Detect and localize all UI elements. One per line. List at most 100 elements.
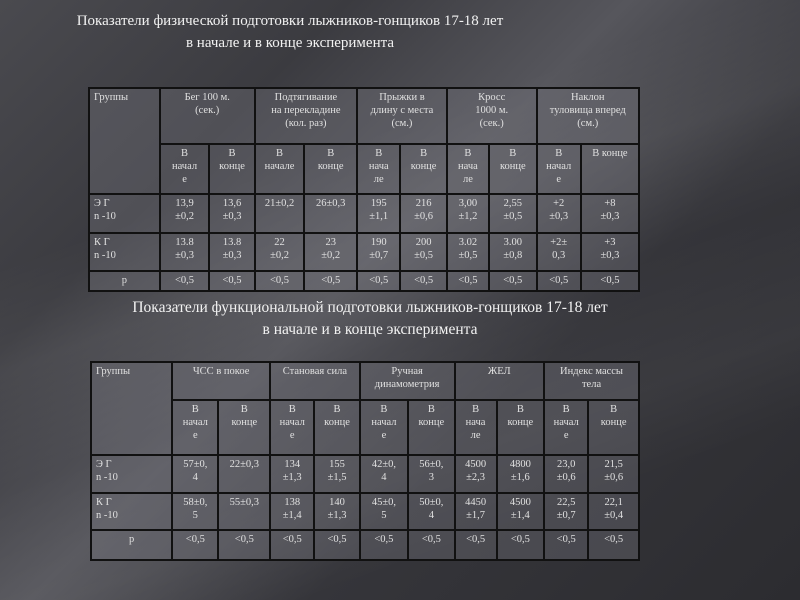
table-cell: <0,5 [399,270,448,292]
subheader: В начал е [158,143,211,195]
groups-header: Группы [89,361,174,456]
table-cell: 57±0, 4 [171,454,220,494]
table-row: Э Г n -10 57±0, 4 22±0,3 134 ±1,3 155 ±1,5 42… [89,454,640,494]
table-cell: 190 ±0,7 [356,232,402,272]
table-cell: 216 ±0,6 [399,193,448,234]
table-cell: <0,5 [253,270,306,292]
table-cell: 42±0, 4 [358,454,410,494]
subheader: В начал е [269,399,316,456]
table-cell: <0,5 [313,529,361,561]
subheader: В нача ле [356,143,402,195]
column-header: Прыжки в длину с места (см.) [356,87,448,145]
table-cell: <0,5 [269,529,316,561]
column-header: ЖЕЛ [453,361,546,401]
table-cell: 3.00 ±0,8 [488,232,538,272]
table-cell: <0,5 [453,529,498,561]
groups-header: Группы [88,87,161,195]
subheader: В нача ле [445,143,491,195]
table-cell: 21±0,2 [253,193,306,234]
column-header: Бег 100 м. (сек.) [158,87,256,145]
table-cell: 140 ±1,3 [313,492,361,531]
table-row: К Г n -10 58±0, 5 55±0,3 138 ±1,4 140 ±1,3 45… [89,492,640,531]
table-row: p <0,5 <0,5 <0,5 <0,5 <0,5 <0,5 <0,5 <0,5 <0,5 <0,… [89,529,640,561]
table-row: p <0,5 <0,5 <0,5 <0,5 <0,5 <0,5 <0,5 <0,5 <0,5 <0,… [88,270,641,292]
subheader: В начал е [358,399,410,456]
table-cell: <0,5 [217,529,272,561]
table-cell: <0,5 [208,270,256,292]
table-cell: 13.8 ±0,3 [158,232,211,272]
table-cell: 45±0, 5 [358,492,410,531]
table-cell: 56±0, 3 [407,454,456,494]
table-cell: 22,1 ±0,4 [587,492,640,531]
table-cell: 2,55 ±0,5 [488,193,538,234]
subheader: В нача ле [453,399,498,456]
table-cell: 200 ±0,5 [399,232,448,272]
table2-title: Показатели функциональной подготовки лыж… [132,299,608,338]
table1-title: Показатели физической подготовки лыжнико… [76,13,504,51]
subheader: В начал е [535,143,582,195]
table-cell: <0,5 [171,529,220,561]
table-cell: <0,5 [579,270,641,292]
table-cell: 155 ±1,5 [313,454,361,494]
table-cell: <0,5 [407,529,456,561]
table-cell: <0,5 [495,529,546,561]
table-cell: 22±0,3 [217,454,272,494]
physical-fitness-table: Группы Бег 100 м. (сек.) Подтягивание на п… [88,87,641,292]
table-cell: 58±0, 5 [171,492,220,531]
table-cell: 22,5 ±0,7 [543,492,590,531]
subheader: В конце [208,143,256,195]
table-cell: 22 ±0,2 [253,232,306,272]
table-cell: 23 ±0,2 [303,232,359,272]
table-cell: <0,5 [488,270,538,292]
table-row: К Г n -10 13.8 ±0,3 13.8 ±0,3 22 ±0,2 23 ±0,… [88,232,641,272]
table-cell: +2± 0,3 [535,232,582,272]
column-header: Наклон туловища вперед (см.) [535,87,641,145]
header-row: Группы Бег 100 м. (сек.) Подтягивание на п… [88,87,641,195]
column-header: Становая сила [269,361,361,401]
subheader: В конце [579,143,641,195]
table-cell: <0,5 [158,270,211,292]
subheader: В конце [217,399,272,456]
table-cell: <0,5 [535,270,582,292]
table-row: Э Г n -10 13,9 ±0,2 13,6 ±0,3 21±0,2 26±0,3 1… [88,193,641,234]
table-cell: 4500 ±1,4 [495,492,546,531]
table-cell: +3 ±0,3 [579,232,641,272]
table-cell: <0,5 [358,529,410,561]
table-cell: <0,5 [303,270,359,292]
header-row: Группы ЧСС в покое Становая сила Ручная дин… [89,361,640,456]
table-cell: <0,5 [356,270,402,292]
subheader: В начале [253,143,306,195]
row-group-label: p [89,529,174,561]
subheader: В начал е [171,399,220,456]
table-cell: 4450 ±1,7 [453,492,498,531]
subheader: В конце [407,399,456,456]
table-cell: 134 ±1,3 [269,454,316,494]
table-cell: +8 ±0,3 [579,193,641,234]
row-group-label: Э Г n -10 [88,193,161,234]
table-cell: <0,5 [587,529,640,561]
table-cell: <0,5 [543,529,590,561]
column-header: Кросс 1000 м. (сек.) [445,87,538,145]
table-cell: 23,0 ±0,6 [543,454,590,494]
row-group-label: p [88,270,161,292]
subheader: В конце [313,399,361,456]
column-header: Подтягивание на перекладине (кол. раз) [253,87,359,145]
table-cell: 195 ±1,1 [356,193,402,234]
table-cell: <0,5 [445,270,491,292]
subheader: В конце [399,143,448,195]
table-cell: 26±0,3 [303,193,359,234]
table-cell: 4500 ±2,3 [453,454,498,494]
row-group-label: Э Г n -10 [89,454,174,494]
table-cell: 13,6 ±0,3 [208,193,256,234]
table-cell: 3,00 ±1,2 [445,193,491,234]
table-cell: 13.8 ±0,3 [208,232,256,272]
table-cell: 138 ±1,4 [269,492,316,531]
column-header: Ручная динамометрия [358,361,456,401]
subheader: В конце [495,399,546,456]
table-cell: 13,9 ±0,2 [158,193,211,234]
table-cell: +2 ±0,3 [535,193,582,234]
table-cell: 50±0, 4 [407,492,456,531]
table-cell: 3.02 ±0,5 [445,232,491,272]
